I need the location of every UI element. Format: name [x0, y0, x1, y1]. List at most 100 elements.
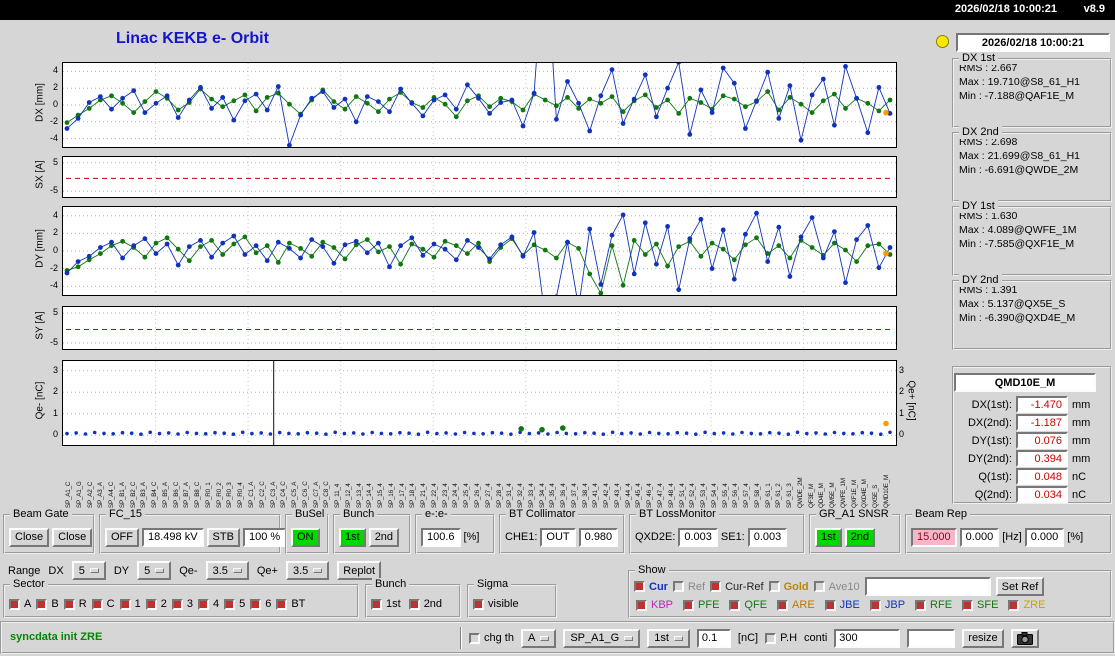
camera-button[interactable]	[1010, 628, 1039, 648]
interval-input[interactable]	[834, 628, 901, 648]
option-menu-icon	[673, 635, 683, 641]
q-plot-canvas	[63, 361, 896, 445]
threshold-input[interactable]	[696, 628, 731, 648]
show-rfe-checkbox[interactable]: RFE	[915, 599, 952, 611]
set-ref-button[interactable]: Set Ref	[995, 577, 1045, 596]
y-tick-label: 5	[52, 307, 58, 317]
ee-ratio-unit: [%]	[463, 531, 480, 543]
spare-input[interactable]	[907, 628, 956, 648]
bunch-2nd-label: 2nd	[423, 598, 443, 610]
monitor-row-value: -1.470	[1016, 396, 1068, 413]
fc15-off-button[interactable]: OFF	[105, 527, 139, 547]
show-jbp-checkbox[interactable]: JBP	[869, 599, 905, 611]
bunch-1st-button[interactable]: 1st	[339, 527, 366, 547]
show-kbp-checkbox[interactable]: KBP	[636, 599, 673, 611]
show-zre-checkbox[interactable]: ZRE	[1008, 599, 1045, 611]
sx-plot-canvas	[63, 157, 896, 197]
beam-rep-hz-unit: [Hz]	[1002, 531, 1022, 543]
sector-a-label: A	[24, 598, 32, 610]
x-axis-label: SP_A1_C	[65, 481, 72, 508]
monitor-row: DY(2nd): 0.394 mm	[954, 450, 1110, 467]
dx-1st-max: Max : 19.710@S8_61_H1	[959, 76, 1080, 88]
show-pfe-checkbox[interactable]: PFE	[683, 599, 719, 611]
range-qem-select[interactable]: 3.5	[205, 561, 249, 580]
sector-4-checkbox[interactable]: 4	[197, 598, 219, 610]
sigma-visible-checkbox[interactable]: visible	[473, 598, 519, 610]
monitor-row: Q(1st): 0.048 nC	[954, 468, 1110, 485]
charge-plot[interactable]	[62, 360, 897, 446]
fc15-stb-button[interactable]: STB	[206, 527, 240, 547]
sx-steering-plot[interactable]	[62, 156, 897, 198]
dx-orbit-plot[interactable]	[62, 0, 897, 148]
busel-on-button[interactable]: ON	[291, 527, 320, 547]
show-qfe-checkbox[interactable]: QFE	[729, 599, 767, 611]
dy-orbit-plot[interactable]	[62, 206, 897, 321]
bunch-value: 1st	[654, 632, 669, 644]
range-qep-select[interactable]: 3.5	[285, 561, 330, 580]
replot-button[interactable]: Replot	[337, 561, 382, 580]
sector-r-label: R	[78, 598, 87, 610]
range-dy-select[interactable]: 5	[137, 561, 172, 580]
sector-5-checkbox[interactable]: 5	[224, 598, 245, 610]
beam-gate-close-1-button[interactable]: Close	[9, 527, 50, 547]
show-cur-ref-checkbox[interactable]: Cur-Ref	[710, 581, 764, 593]
sector-3-checkbox[interactable]: 3	[171, 598, 193, 610]
beam-gate-frame: Beam Gate Close Close	[3, 508, 95, 554]
show-are-checkbox[interactable]: ARE	[777, 599, 815, 611]
x-axis-label: SP_R0_3	[226, 482, 234, 508]
resize-button[interactable]: resize	[962, 628, 1004, 648]
range-label: Range	[8, 564, 41, 577]
ref-file-input[interactable]	[864, 577, 991, 596]
show-sfe-checkbox[interactable]: SFE	[962, 599, 998, 611]
range-dx-select[interactable]: 5	[71, 561, 106, 580]
monitor-row-label: Q(2nd):	[974, 488, 1012, 501]
show-cur-ref-label: Cur-Ref	[725, 580, 764, 593]
sector-c-checkbox[interactable]: C	[91, 598, 115, 610]
snsr-1st-button[interactable]: 1st	[815, 527, 842, 547]
sector-r-checkbox[interactable]: R	[63, 598, 87, 610]
sy-steering-plot[interactable]	[62, 306, 897, 350]
bunch-2nd-button[interactable]: 2nd	[368, 527, 400, 547]
sector-a-checkbox[interactable]: A	[9, 598, 31, 610]
show-jbe-checkbox[interactable]: JBE	[824, 599, 860, 611]
y-tick-label: 4	[52, 209, 58, 220]
status-message: syncdata init ZRE	[10, 631, 103, 643]
show-ave10-checkbox[interactable]: Ave10	[813, 581, 860, 593]
checkbox-indicator	[729, 599, 741, 611]
sector-2-checkbox[interactable]: 2	[145, 598, 167, 610]
show-gold-checkbox[interactable]: Gold	[768, 581, 809, 593]
show-sfe-label: SFE	[977, 599, 999, 611]
range-qem-value: 3.5	[212, 564, 228, 577]
che1-state-readout: OUT	[540, 527, 576, 547]
checkbox-indicator	[171, 598, 183, 610]
x-axis-label: SP_28_4	[495, 483, 503, 508]
sector-b-checkbox[interactable]: B	[36, 598, 59, 610]
sector-2-label: 2	[160, 598, 167, 610]
show-cur-checkbox[interactable]: Cur	[634, 581, 668, 593]
ph-checkbox[interactable]: P.H	[765, 632, 797, 644]
show-frame: Show Cur Ref Cur-Ref Gold Ave10 Set Ref …	[628, 564, 1112, 618]
bunch-2nd-checkbox[interactable]: 2nd	[408, 598, 443, 610]
ee-ratio-readout: 100.6	[421, 527, 461, 547]
range-dy-label: DY	[113, 564, 130, 577]
monitor-select[interactable]: SP_A1_G	[563, 628, 641, 648]
bunch-select[interactable]: 1st	[647, 628, 690, 648]
sector-bt-label: BT	[291, 598, 306, 610]
sector-bt-checkbox[interactable]: BT	[276, 598, 305, 610]
chg-th-checkbox[interactable]: chg th	[469, 632, 514, 644]
show-ref-checkbox[interactable]: Ref	[672, 581, 705, 593]
snsr-2nd-button[interactable]: 2nd	[844, 527, 876, 547]
mode-select[interactable]: A	[520, 628, 557, 648]
y-tick-label: 0	[52, 429, 58, 440]
sector-6-checkbox[interactable]: 6	[250, 598, 271, 610]
x-axis-label: SP_24_4	[452, 483, 460, 508]
x-axis-label: SP_A1_G	[75, 481, 83, 508]
show-caption: Show	[635, 564, 669, 577]
beam-gate-close-2-button[interactable]: Close	[52, 527, 93, 547]
sector-1-checkbox[interactable]: 1	[119, 598, 141, 610]
bunch-1st-checkbox[interactable]: 1st	[371, 598, 401, 610]
monitor-row-value: 0.076	[1016, 432, 1068, 449]
window-titlebar: 2026/02/18 10:00:21 v8.9	[0, 0, 1115, 20]
busel-frame: BuSel ON	[285, 508, 329, 554]
x-axis-label: QMD10E_M	[883, 474, 890, 508]
